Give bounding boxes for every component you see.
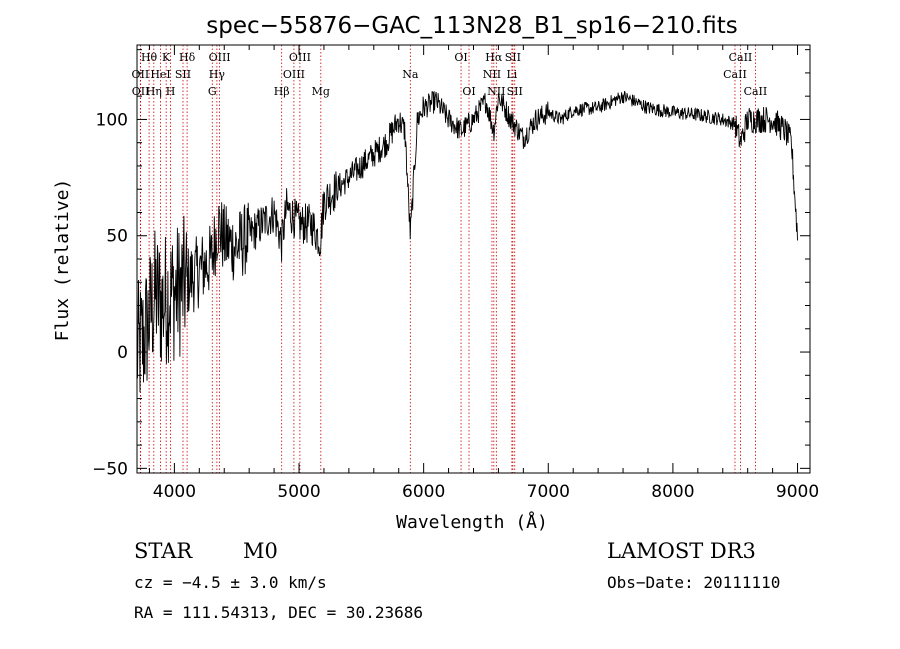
y-tick-label: 50 xyxy=(106,227,128,247)
x-tick-label: 9000 xyxy=(776,482,819,502)
spectrum-line xyxy=(136,90,798,393)
line-label: Hδ xyxy=(179,51,196,64)
spectrum-series xyxy=(136,90,798,393)
line-label: CaII xyxy=(744,85,768,98)
x-tick-label: 4000 xyxy=(153,482,196,502)
line-label: OI xyxy=(454,51,467,64)
line-label: OIII xyxy=(283,68,305,81)
x-tick-label: 6000 xyxy=(402,482,445,502)
y-axis-label: Flux (relative) xyxy=(52,179,73,342)
x-tick-label: 5000 xyxy=(277,482,320,502)
line-label: Hγ xyxy=(209,68,226,81)
survey-name: LAMOST DR3 xyxy=(607,539,756,563)
line-label: CaII xyxy=(723,68,747,81)
line-label: NII xyxy=(483,68,501,81)
line-label: CaII xyxy=(729,51,753,64)
line-label: OII xyxy=(132,68,150,81)
line-label: SII xyxy=(175,68,191,81)
line-label: HeI xyxy=(150,68,170,81)
chart-title: spec−55876−GAC_113N28_B1_sp16−210.fits xyxy=(206,13,737,39)
coordinates: RA = 111.54313, DEC = 30.23686 xyxy=(134,603,423,622)
line-label: Hη xyxy=(146,85,162,98)
y-tick-label: 0 xyxy=(117,343,128,363)
plot-frame xyxy=(136,44,811,474)
line-label: OI xyxy=(462,85,475,98)
line-label: G xyxy=(208,85,217,98)
line-label: OIII xyxy=(209,51,231,64)
x-tick-label: 8000 xyxy=(651,482,694,502)
y-tick-label: −50 xyxy=(92,459,128,479)
line-label: SII xyxy=(505,51,521,64)
x-axis-label: Wavelength (Å) xyxy=(396,511,548,533)
line-label: Hβ xyxy=(274,85,290,98)
line-label: SII xyxy=(507,85,523,98)
line-label: Hα xyxy=(485,51,503,64)
line-label: OIII xyxy=(289,51,311,64)
x-axis: 4000 5000 6000 7000 8000 9000 xyxy=(148,45,819,502)
line-label: Na xyxy=(402,68,419,81)
line-label: OII xyxy=(132,85,150,98)
y-tick-label: 100 xyxy=(96,110,128,130)
line-label: K xyxy=(162,51,171,64)
x-tick-label: 7000 xyxy=(527,482,570,502)
observation-date: Obs−Date: 20111110 xyxy=(607,573,781,592)
object-subclass: M0 xyxy=(243,539,278,563)
y-axis: −50 0 50 100 xyxy=(92,49,810,479)
line-label: Li xyxy=(506,68,517,81)
object-class: STAR xyxy=(134,539,193,563)
redshift-velocity: cz = −4.5 ± 3.0 km/s xyxy=(134,573,327,592)
line-label: H xyxy=(166,85,176,98)
line-label: Mg xyxy=(312,85,330,98)
line-label: NII xyxy=(487,85,505,98)
line-label: Hθ xyxy=(141,51,158,64)
